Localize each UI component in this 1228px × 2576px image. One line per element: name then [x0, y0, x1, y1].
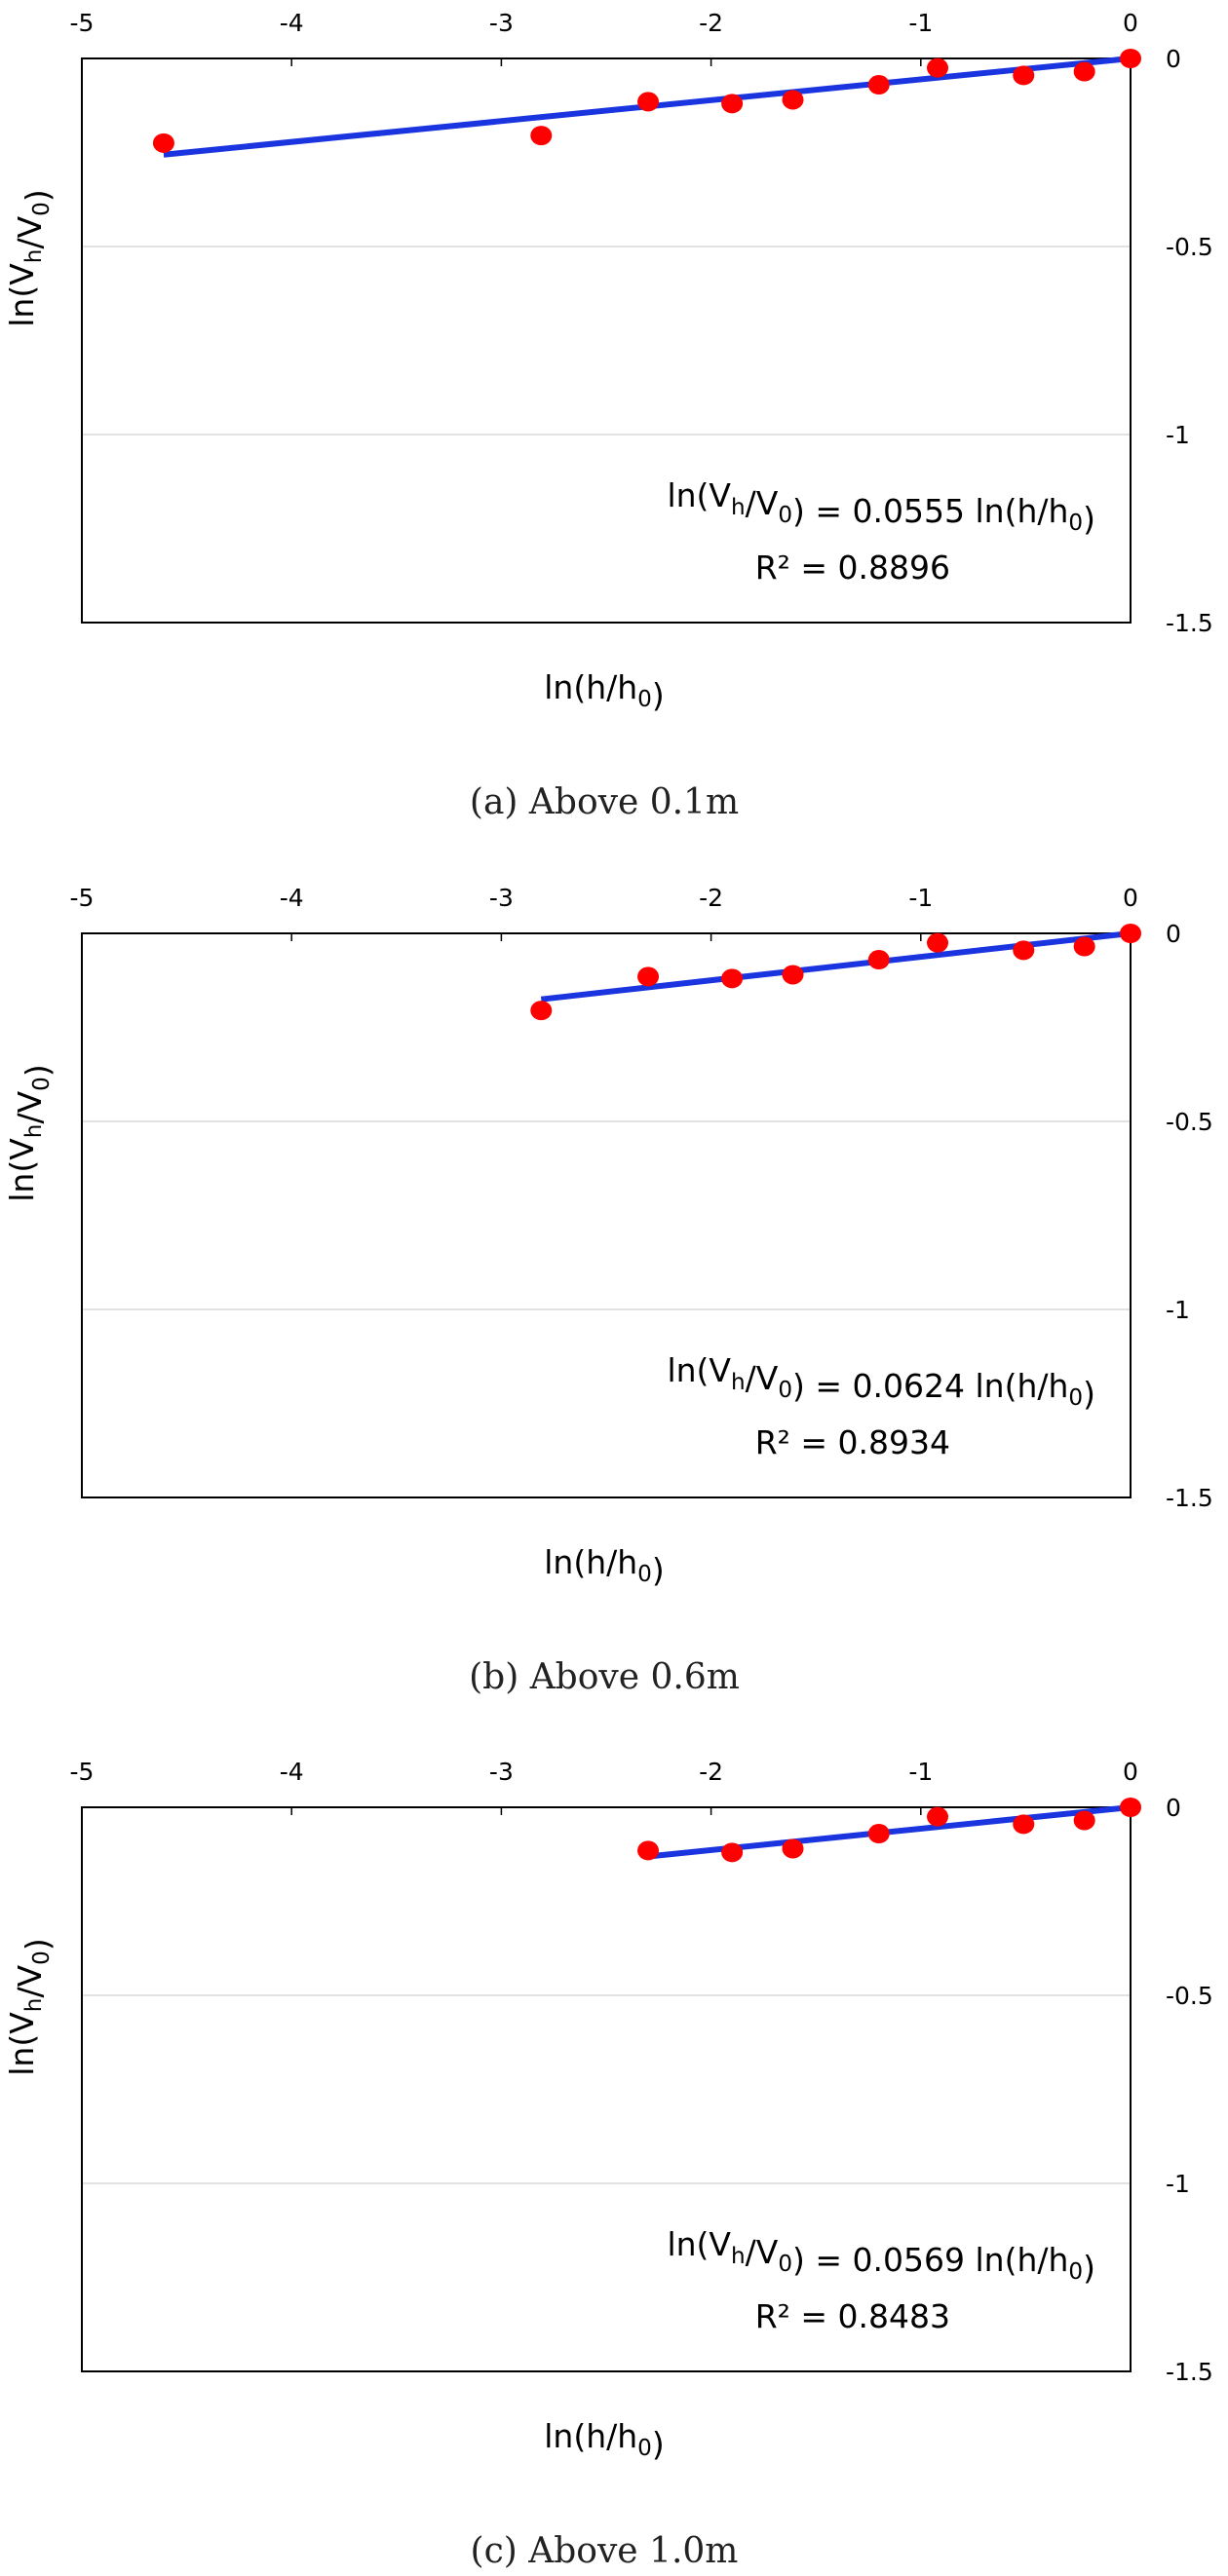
data-point [867, 1824, 890, 1844]
x-tick-label: -2 [699, 9, 723, 37]
x-axis-label: ln(h/h0) [544, 1543, 665, 1589]
x-tick-label: -3 [489, 1758, 514, 1786]
regression-equation: ln(Vh/V0) = 0.0555 ln(h/h0) [667, 476, 1095, 538]
data-point [530, 126, 553, 146]
x-tick-label: -4 [280, 884, 304, 912]
x-tick-label: -1 [908, 1758, 933, 1786]
regression-equation: ln(Vh/V0) = 0.0569 ln(h/h0) [667, 2225, 1095, 2287]
data-point [637, 92, 660, 112]
chart-panel-2: -5 -4 -3 -2 -1 00 -0.5 -1 -1.5 ln(Vh/V0) ln(Vh/V0)… [3, 884, 1213, 1697]
y-tick-label: -1 [1166, 421, 1190, 449]
x-tick-label: -5 [70, 884, 95, 912]
y-axis-label: ln(Vh/V0) [3, 1064, 57, 1201]
x-tick-label: -4 [280, 1758, 304, 1786]
y-tick-label: -1 [1166, 2170, 1190, 2198]
x-tick-label: 0 [1123, 9, 1138, 37]
figure-caption: (c) Above 1.0m [471, 2531, 739, 2571]
x-tick-label: -2 [699, 884, 723, 912]
data-point [1013, 940, 1035, 961]
figure-caption: (b) Above 0.6m [469, 1657, 740, 1697]
r-squared: R² = 0.8896 [755, 549, 950, 587]
data-point [1120, 49, 1141, 68]
fit-line [540, 930, 1132, 1003]
data-point [867, 950, 890, 970]
plot-frame [81, 1806, 1132, 2372]
y-tick-label: -1 [1166, 1296, 1190, 1324]
data-point [782, 965, 804, 985]
data-point [721, 94, 744, 114]
y-tick-label: -0.5 [1166, 233, 1213, 261]
data-point [927, 932, 949, 953]
r-squared: R² = 0.8483 [755, 2297, 950, 2335]
data-point [782, 90, 804, 110]
data-point [637, 1840, 660, 1861]
y-tick-label: -1.5 [1166, 2358, 1213, 2386]
y-tick-label: 0 [1166, 920, 1181, 948]
y-axis-label: ln(Vh/V0) [3, 1938, 57, 2075]
data-point [1073, 936, 1095, 957]
x-tick-label: -5 [70, 9, 95, 37]
x-tick-label: -3 [489, 884, 514, 912]
r-squared: R² = 0.8934 [755, 1423, 950, 1461]
x-tick-label: 0 [1123, 1758, 1138, 1786]
data-point [1073, 61, 1095, 82]
x-tick-label: -1 [908, 884, 933, 912]
data-point [927, 1806, 949, 1827]
x-tick-label: -2 [699, 1758, 723, 1786]
data-point [1073, 1810, 1095, 1831]
x-tick-label: -3 [489, 9, 514, 37]
y-tick-label: -1.5 [1166, 1484, 1213, 1512]
y-tick-label: -0.5 [1166, 1982, 1213, 2010]
data-point [927, 57, 949, 78]
data-point [721, 1842, 744, 1863]
chart-panel-3: -5 -4 -3 -2 -1 00 -0.5 -1 -1.5 ln(Vh/V0) ln(Vh/V0)… [3, 1758, 1213, 2571]
x-axis-label: ln(h/h0) [544, 668, 665, 714]
figure-caption: (a) Above 0.1m [470, 782, 739, 822]
y-tick-label: -1.5 [1166, 609, 1213, 637]
data-point [637, 966, 660, 987]
data-point [1120, 1798, 1141, 1817]
x-tick-label: 0 [1123, 884, 1138, 912]
x-tick-label: -5 [70, 1758, 95, 1786]
chart-panel-1: -5 -4 -3 -2 -1 00 -0.5 -1 -1.5 ln(Vh/V0) ln(Vh/V0)… [3, 9, 1213, 822]
x-tick-label: -4 [280, 9, 304, 37]
data-point [782, 1838, 804, 1859]
plot-frame [81, 932, 1132, 1498]
y-tick-label: 0 [1166, 45, 1181, 73]
data-point [1120, 924, 1141, 943]
y-tick-label: 0 [1166, 1794, 1181, 1822]
data-point [152, 133, 174, 153]
x-tick-label: -1 [908, 9, 933, 37]
y-tick-label: -0.5 [1166, 1108, 1213, 1136]
data-point [1013, 65, 1035, 86]
data-point [721, 968, 744, 989]
data-point [530, 1001, 553, 1021]
regression-equation: ln(Vh/V0) = 0.0624 ln(h/h0) [667, 1351, 1095, 1413]
y-axis-label: ln(Vh/V0) [3, 189, 57, 326]
data-point [1013, 1814, 1035, 1835]
x-axis-label: ln(h/h0) [544, 2417, 665, 2463]
data-point [867, 75, 890, 95]
plot-frame [81, 57, 1132, 624]
